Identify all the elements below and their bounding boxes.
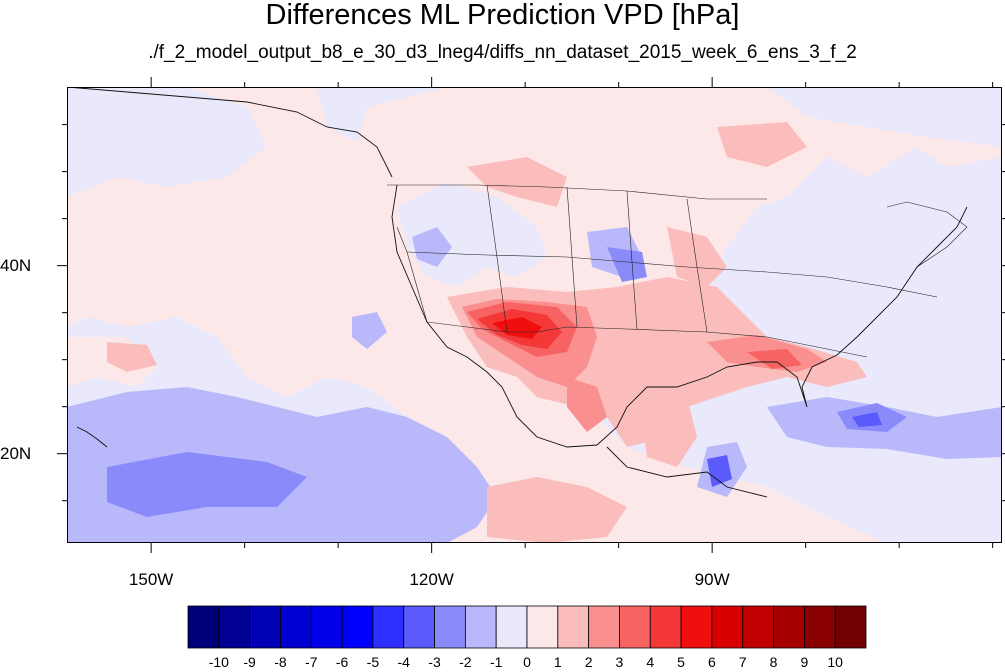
colorbar-swatch bbox=[434, 605, 466, 649]
colorbar-swatch bbox=[526, 605, 559, 649]
colorbar-level-label: 8 bbox=[769, 654, 778, 670]
vpd-difference-field bbox=[67, 87, 1002, 543]
colorbar-swatch bbox=[403, 605, 435, 649]
latitude-label: 40N bbox=[0, 255, 32, 275]
colorbar-swatch bbox=[187, 605, 220, 649]
colorbar-swatch bbox=[341, 605, 374, 649]
colorbar-level-label: -1 bbox=[489, 654, 503, 670]
map-subtitle: ./f_2_model_output_b8_e_30_d3_lneg4/diff… bbox=[148, 42, 857, 63]
longitude-label: 120W bbox=[409, 570, 454, 589]
colorbar-level-label: 9 bbox=[800, 654, 809, 670]
colorbar-level-label: 7 bbox=[738, 654, 747, 670]
colorbar-swatch bbox=[834, 605, 867, 649]
colorbar-level-label: -2 bbox=[459, 654, 472, 670]
colorbar-swatch bbox=[773, 605, 805, 649]
colorbar-level-label: -8 bbox=[274, 654, 287, 670]
colorbar-swatch bbox=[711, 605, 744, 649]
colorbar-swatch bbox=[680, 605, 713, 649]
colorbar-swatch bbox=[742, 605, 774, 649]
colorbar-level-label: -3 bbox=[428, 654, 441, 670]
colorbar-level-label: 6 bbox=[708, 654, 716, 670]
colorbar-level-label: 5 bbox=[677, 654, 685, 670]
colorbar-swatch bbox=[803, 605, 836, 649]
state-boundaries bbox=[387, 184, 968, 358]
colorbar-level-label: -5 bbox=[366, 654, 380, 670]
colorbar-level-label: 2 bbox=[584, 654, 593, 670]
colorbar-swatch bbox=[280, 605, 312, 649]
colorbar-swatch bbox=[495, 605, 528, 649]
colorbar-level-label: -7 bbox=[305, 654, 318, 670]
colorbar-swatch bbox=[588, 605, 620, 649]
colorbar-swatch bbox=[619, 605, 651, 649]
colorbar-level-label: -9 bbox=[243, 654, 256, 670]
contour-fill-neg-strong bbox=[107, 247, 907, 517]
map-title: Differences ML Prediction VPD [hPa] bbox=[265, 0, 740, 31]
colorbar-swatch bbox=[249, 605, 281, 649]
latitude-label: 20N bbox=[0, 443, 32, 463]
colorbar-level-label: -4 bbox=[397, 654, 410, 670]
map-border bbox=[67, 87, 1002, 543]
colorbar-level-label: 0 bbox=[523, 654, 531, 670]
longitude-label: 90W bbox=[694, 570, 730, 589]
colorbar-level-label: 10 bbox=[827, 654, 843, 670]
map-plot-area bbox=[67, 87, 1002, 543]
colorbar-level-label: 4 bbox=[646, 654, 655, 670]
colorbar-swatch bbox=[372, 605, 405, 649]
colorbar-swatch bbox=[649, 605, 682, 649]
coastlines bbox=[67, 87, 968, 498]
colorbar-level-label: -6 bbox=[335, 654, 349, 670]
colorbar-swatch bbox=[310, 605, 343, 649]
colorbar-swatch bbox=[218, 605, 251, 649]
colorbar-swatch bbox=[557, 605, 590, 649]
colorbar-swatch bbox=[464, 605, 497, 649]
longitude-label: 150W bbox=[128, 570, 174, 589]
colorbar-level-label: 1 bbox=[553, 654, 562, 670]
contour-fill-pos-intense bbox=[477, 309, 562, 349]
colorbar-level-label: 3 bbox=[615, 654, 624, 670]
colorbar-level-label: -10 bbox=[208, 654, 229, 670]
